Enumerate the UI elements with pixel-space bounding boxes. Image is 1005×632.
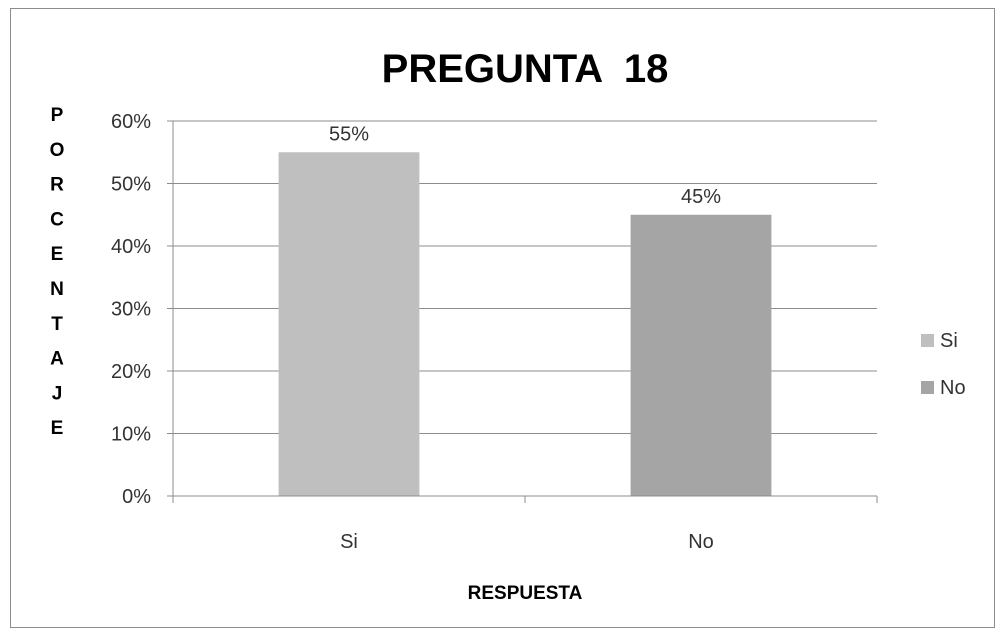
y-axis-title-letter: E bbox=[51, 244, 64, 265]
bar-si bbox=[278, 152, 420, 496]
x-tick-label: No bbox=[688, 531, 714, 553]
data-label: 55% bbox=[329, 123, 369, 145]
bar-no bbox=[630, 214, 772, 496]
y-tick-label: 40% bbox=[111, 236, 151, 258]
legend-swatch bbox=[921, 381, 934, 394]
legend-label: Si bbox=[940, 330, 958, 352]
y-axis-title-letter: E bbox=[51, 418, 64, 439]
legend: Si No bbox=[921, 330, 966, 399]
y-axis-title-letter: J bbox=[52, 383, 63, 404]
y-axis-title-letter: R bbox=[50, 175, 64, 196]
legend-swatch bbox=[921, 334, 934, 347]
chart-frame bbox=[10, 8, 995, 628]
y-axis-title-letter: T bbox=[51, 314, 63, 335]
y-axis-title-letter: C bbox=[50, 209, 64, 230]
y-tick-label: 20% bbox=[111, 361, 151, 383]
axes bbox=[167, 120, 878, 503]
y-tick-label: 60% bbox=[111, 111, 151, 133]
chart-title: PREGUNTA 18 bbox=[382, 47, 669, 91]
x-tick-labels: Si No bbox=[340, 531, 714, 553]
x-axis-title: RESPUESTA bbox=[468, 583, 583, 604]
y-axis-title-letter: A bbox=[50, 349, 64, 370]
y-tick-label: 0% bbox=[122, 486, 151, 508]
y-axis-title-letter: P bbox=[51, 105, 64, 126]
y-axis-title-letter: O bbox=[50, 140, 65, 161]
y-tick-label: 30% bbox=[111, 299, 151, 321]
y-tick-label: 10% bbox=[111, 424, 151, 446]
y-tick-label: 50% bbox=[111, 174, 151, 196]
y-axis-title-letter: N bbox=[50, 279, 64, 300]
legend-label: No bbox=[940, 377, 966, 399]
bars bbox=[278, 152, 772, 496]
data-labels: 55% 45% bbox=[329, 123, 721, 208]
y-tick-labels: 0% 10% 20% 30% 40% 50% 60% bbox=[111, 111, 151, 508]
data-label: 45% bbox=[681, 186, 721, 208]
x-tick-label: Si bbox=[340, 531, 358, 553]
